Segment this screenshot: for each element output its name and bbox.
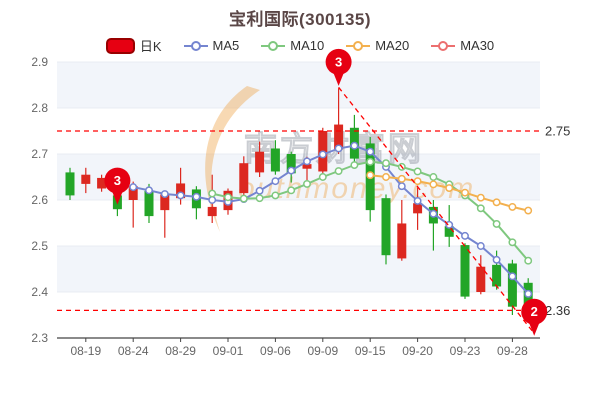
ma-line-icon	[183, 41, 208, 51]
ma-marker-dot	[190, 41, 201, 51]
y-axis-label: 2.8	[31, 101, 48, 115]
candle-body	[492, 264, 502, 287]
y-axis-label: 2.9	[31, 55, 48, 69]
trend-line	[338, 86, 535, 334]
candle-series-icon	[105, 37, 135, 54]
ma-line-icon	[346, 41, 371, 51]
x-axis-label: 08-19	[70, 344, 101, 358]
candle-body	[128, 186, 138, 200]
candle-body	[65, 172, 75, 196]
candle-body	[207, 206, 217, 217]
ma-line-icon	[431, 41, 456, 51]
candle-body	[460, 245, 470, 297]
x-axis-label: 09-06	[260, 344, 291, 358]
legend-label: MA30	[460, 38, 495, 53]
legend-item-日k[interactable]: 日K	[105, 36, 162, 55]
y-axis-label: 2.5	[31, 239, 48, 253]
candle-body	[381, 198, 391, 256]
svg-text:2: 2	[531, 304, 538, 319]
ma20-line	[366, 171, 533, 215]
legend-item-ma20[interactable]: MA20	[346, 38, 409, 53]
legend-label: 日K	[139, 39, 162, 54]
legend-item-ma30[interactable]: MA30	[431, 38, 494, 53]
page-title: 宝利国际(300135)	[228, 10, 372, 29]
candle-body	[239, 163, 249, 194]
candle-body	[255, 151, 265, 173]
ref-label-upper: 2.75	[545, 124, 570, 139]
ma-marker-dot	[438, 41, 449, 51]
candle-body	[413, 203, 423, 214]
legend-label: MA20	[375, 38, 410, 53]
candle-body	[144, 190, 154, 217]
grid-lines	[57, 61, 540, 293]
svg-text:3: 3	[335, 54, 342, 69]
candle-body	[97, 177, 107, 189]
x-axis-label: 09-09	[307, 344, 338, 358]
candle-body	[160, 194, 170, 211]
candle-body	[444, 226, 454, 237]
candle-body	[334, 124, 344, 150]
candle-body	[176, 183, 186, 199]
ma-marker-dot	[353, 41, 364, 51]
legend-label: MA10	[290, 38, 325, 53]
candle-body	[507, 263, 517, 307]
ma-line-icon	[261, 41, 286, 51]
legend-item-ma10[interactable]: MA10	[261, 38, 324, 53]
candle-body	[397, 223, 407, 259]
price-bands	[57, 62, 540, 292]
legend: 日K MA5 MA10 MA20 MA30	[0, 36, 600, 55]
y-axis-label: 2.4	[31, 285, 48, 299]
y-axis-labels: 2.9 2.8 2.7 2.6 2.5 2.4 2.3	[31, 55, 48, 345]
svg-text:3: 3	[114, 173, 121, 188]
y-axis-label: 2.7	[31, 147, 48, 161]
marker-balloon-2: 2	[521, 298, 548, 336]
ma-marker-dot	[268, 41, 279, 51]
legend-label: MA5	[212, 38, 240, 53]
ref-label-lower: 2.36	[545, 303, 570, 318]
marker-balloon-3: 3	[325, 48, 352, 86]
candle-body	[270, 148, 280, 172]
x-axis-label: 08-29	[165, 344, 196, 358]
x-axis-label: 09-20	[402, 344, 433, 358]
candle-body	[476, 266, 486, 292]
x-axis: 08-19 08-24 08-29 09-01 09-06 09-09 09-15 09-20…	[57, 337, 540, 358]
y-axis-label: 2.6	[31, 193, 48, 207]
legend-item-ma5[interactable]: MA5	[183, 38, 240, 53]
y-axis-label: 2.3	[31, 331, 48, 345]
x-axis-label: 09-01	[213, 344, 244, 358]
x-axis-label: 09-23	[450, 344, 481, 358]
x-axis-label: 09-28	[497, 344, 528, 358]
marker-balloon-3: 3	[104, 167, 131, 205]
candle-body	[302, 164, 312, 169]
x-axis-label: 08-24	[118, 344, 149, 358]
x-axis-label: 09-15	[355, 344, 386, 358]
watermark-en: outhmoney.com	[238, 172, 475, 205]
candle-body	[286, 154, 296, 174]
candle-body	[81, 174, 91, 184]
